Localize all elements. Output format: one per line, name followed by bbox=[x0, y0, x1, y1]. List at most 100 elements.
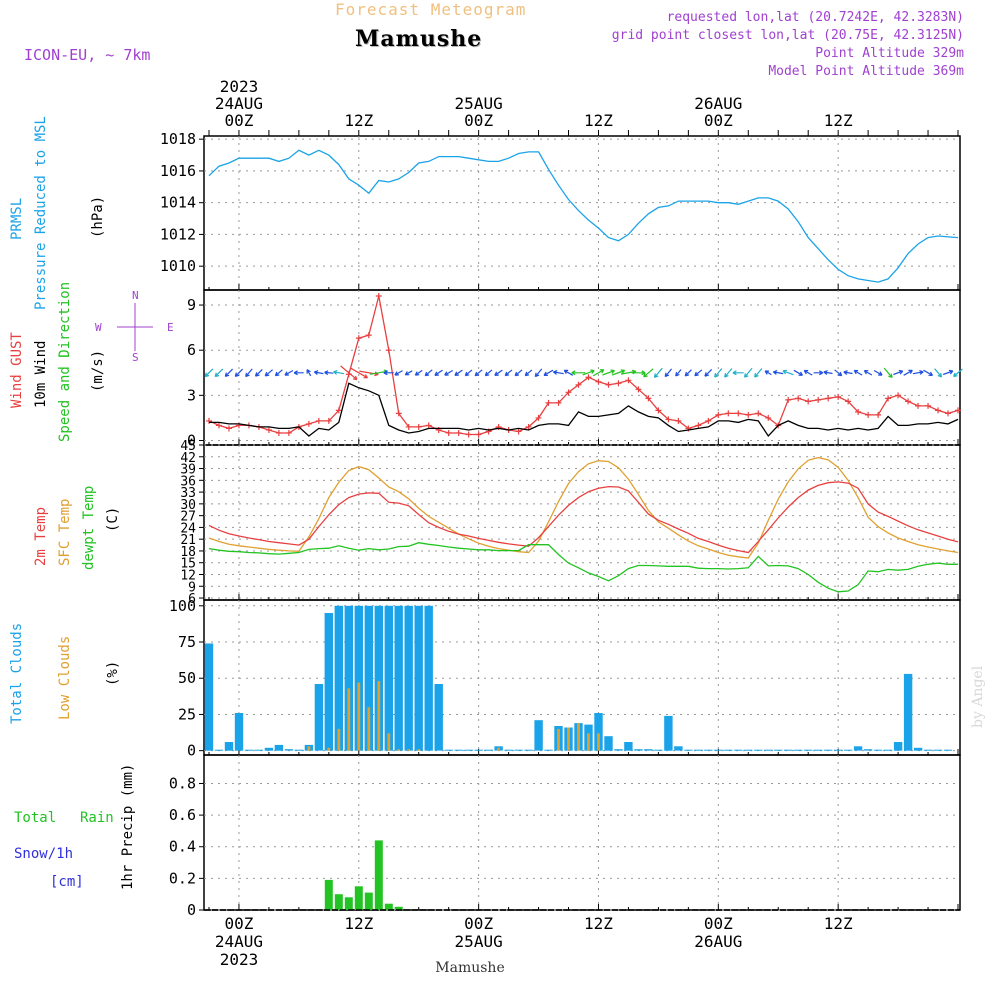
gust-marker bbox=[415, 423, 422, 430]
top-time-label: 2023 bbox=[220, 77, 259, 96]
gust-marker bbox=[705, 417, 712, 424]
rain-bar bbox=[324, 879, 333, 910]
gust-marker bbox=[925, 402, 932, 409]
bottom-time-label: 2023 bbox=[220, 950, 259, 969]
wind-direction-arrow bbox=[224, 368, 234, 377]
gust-marker bbox=[715, 411, 722, 418]
total-cloud-bar bbox=[634, 749, 643, 751]
gust-marker bbox=[865, 411, 872, 418]
low-cloud-bar bbox=[357, 682, 361, 751]
precip-ytick-label: 0.4 bbox=[169, 838, 196, 856]
gust-marker bbox=[955, 407, 962, 414]
wind-direction-arrow bbox=[284, 369, 294, 376]
rain-bar bbox=[334, 894, 343, 910]
wind-direction-arrow bbox=[803, 369, 813, 376]
total-cloud-bar bbox=[594, 713, 603, 751]
wind-direction-arrow bbox=[313, 370, 324, 375]
wind-direction-arrow bbox=[813, 370, 824, 376]
gust-marker bbox=[585, 374, 592, 381]
wind-direction-arrow bbox=[704, 368, 713, 377]
total-cloud-bar bbox=[534, 720, 543, 751]
temp-ytick-label: 45 bbox=[180, 439, 196, 454]
total-cloud-bar bbox=[454, 749, 463, 751]
grid-point-coords: grid point closest lon,lat (20.75E, 42.3… bbox=[611, 28, 964, 43]
gust-marker bbox=[515, 428, 522, 435]
gust-marker bbox=[475, 431, 482, 438]
gust-marker bbox=[285, 429, 292, 436]
gust-marker bbox=[445, 429, 452, 436]
gust-marker bbox=[945, 410, 952, 417]
temp-ytick-label: 21 bbox=[180, 533, 196, 548]
wind-direction-arrow bbox=[714, 368, 723, 378]
wind-direction-arrow bbox=[732, 370, 744, 376]
total-cloud-bar bbox=[893, 742, 903, 751]
wind-direction-arrow bbox=[245, 368, 253, 378]
total-cloud-bar bbox=[524, 749, 533, 751]
dewpt-temp-line bbox=[208, 542, 958, 593]
total-cloud-bar bbox=[694, 749, 703, 751]
wind-direction-arrow bbox=[264, 369, 273, 377]
temp-ytick-label: 6 bbox=[188, 592, 196, 607]
total-cloud-bar bbox=[244, 749, 254, 751]
wind-direction-arrow bbox=[834, 369, 843, 377]
total-cloud-bar bbox=[734, 749, 743, 751]
gust-marker bbox=[635, 386, 642, 393]
bottom-time-label: 00Z bbox=[464, 914, 493, 933]
total-cloud-bar bbox=[344, 605, 353, 751]
top-time-label: 25AUG bbox=[455, 94, 503, 113]
total-cloud-bar bbox=[504, 749, 513, 751]
total-cloud-bar bbox=[204, 643, 214, 751]
wind-ytick-label: 3 bbox=[187, 386, 196, 404]
wind-direction-arrow bbox=[782, 369, 794, 376]
bottom-time-label: 24AUG bbox=[215, 932, 263, 951]
total-cloud-bar bbox=[903, 673, 913, 751]
wind-direction-arrow bbox=[764, 370, 772, 376]
wind-direction-arrow bbox=[214, 368, 224, 378]
total-cloud-bar bbox=[424, 605, 433, 751]
wind-ytick-label: 0 bbox=[187, 431, 196, 449]
top-time-label: 12Z bbox=[584, 111, 613, 130]
gust-marker bbox=[655, 407, 662, 414]
wind-direction-arrow bbox=[444, 369, 453, 376]
requested-coords: requested lon,lat (20.7242E, 42.3283N) bbox=[666, 10, 964, 25]
low-cloud-bar bbox=[597, 733, 600, 751]
total-cloud-bar bbox=[224, 742, 234, 751]
wind-direction-arrow bbox=[823, 370, 833, 375]
wind-direction-arrow bbox=[254, 368, 263, 377]
wind-direction-arrow bbox=[424, 369, 433, 377]
gust-marker bbox=[525, 423, 532, 430]
wind-direction-arrow bbox=[394, 370, 403, 376]
wind-direction-arrow bbox=[514, 369, 523, 377]
total-cloud-bar bbox=[464, 749, 473, 751]
gust-marker bbox=[725, 410, 732, 417]
gust-marker bbox=[935, 407, 942, 414]
total-cloud-bar bbox=[804, 749, 813, 751]
top-time-label: 12Z bbox=[344, 111, 373, 130]
gust-marker bbox=[855, 408, 862, 415]
low-cloud-bar bbox=[337, 728, 341, 751]
sfc-temp-line bbox=[208, 456, 959, 559]
gust-marker bbox=[735, 410, 742, 417]
clouds-ytick-label: 25 bbox=[178, 705, 196, 723]
wind-direction-arrow bbox=[340, 365, 358, 381]
gust-marker bbox=[905, 398, 912, 405]
total-cloud-bar bbox=[474, 749, 483, 751]
wind-direction-arrow bbox=[454, 369, 463, 376]
wind-direction-arrow bbox=[694, 369, 703, 377]
total-cloud-bar bbox=[654, 749, 663, 751]
total-cloud-bar bbox=[724, 749, 733, 751]
total-cloud-bar bbox=[334, 605, 343, 751]
total-cloud-bar bbox=[834, 749, 843, 751]
total-cloud-bar bbox=[784, 749, 793, 751]
gust-marker bbox=[545, 399, 552, 406]
gust-marker bbox=[425, 422, 432, 429]
total-cloud-bar bbox=[374, 605, 383, 751]
gust-marker bbox=[405, 423, 412, 430]
total-cloud-bar bbox=[284, 749, 294, 751]
point-altitude: Point Altitude 329m bbox=[815, 46, 964, 61]
total-cloud-bar bbox=[264, 747, 274, 751]
total-cloud-bar bbox=[814, 749, 823, 751]
gust-marker bbox=[455, 429, 462, 436]
model-name: ICON-EU, ~ 7km bbox=[24, 46, 151, 64]
wind-direction-arrow bbox=[306, 369, 312, 377]
